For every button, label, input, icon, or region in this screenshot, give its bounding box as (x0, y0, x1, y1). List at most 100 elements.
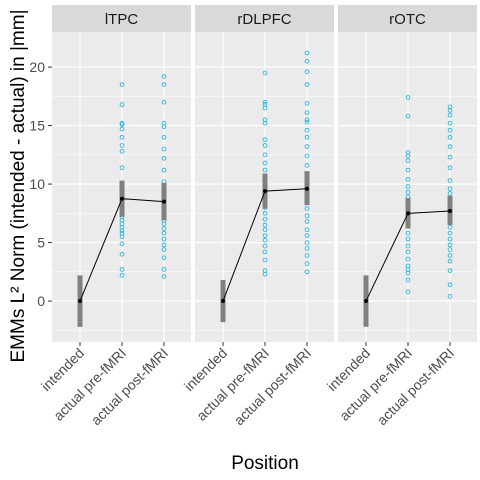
panels-layer: lTPC rDLPFC rOTC (52, 5, 477, 342)
mean-point (406, 211, 410, 216)
facet-strip-label: rOTC (389, 11, 426, 28)
facet-strip-label: rDLPFC (237, 11, 291, 28)
data-point (304, 240, 310, 245)
data-point (262, 99, 268, 105)
data-point (262, 268, 268, 273)
data-point (405, 236, 411, 242)
mean-point (263, 189, 267, 194)
data-point (304, 119, 310, 125)
data-point (405, 230, 411, 236)
x-tick-label: actual pre-fMRI (50, 345, 129, 424)
x-tick-label: actual post-fMRI (88, 345, 171, 428)
data-point (405, 277, 411, 283)
facet-strip (338, 5, 477, 32)
x-axis-title: Position (231, 453, 299, 474)
mean-point (78, 299, 82, 304)
data-point (262, 152, 268, 158)
data-point (304, 233, 310, 238)
data-point (447, 282, 453, 288)
data-point (447, 178, 453, 183)
data-point (304, 206, 310, 211)
data-point (405, 256, 411, 262)
x-tick-label: actual pre-fMRI (193, 345, 272, 424)
mean-point (221, 299, 225, 304)
data-point (119, 134, 125, 140)
data-point (161, 155, 167, 161)
data-point (405, 184, 411, 189)
data-point (304, 134, 310, 140)
data-point (161, 226, 167, 231)
y-tick-label: 10 (29, 176, 45, 192)
data-point (119, 102, 125, 107)
mean-point (448, 208, 452, 213)
data-point (304, 110, 310, 116)
data-point (304, 144, 310, 149)
mean-point (162, 199, 166, 204)
data-point (119, 267, 125, 272)
data-point (262, 243, 268, 249)
data-point (262, 143, 268, 148)
data-point (304, 253, 310, 258)
data-point (447, 253, 453, 258)
data-point (262, 70, 268, 76)
data-point (304, 227, 310, 233)
data-point (405, 263, 411, 269)
data-point (447, 268, 453, 273)
data-point (262, 249, 268, 255)
data-point (119, 251, 125, 257)
data-point (262, 167, 268, 173)
data-point (405, 189, 411, 195)
data-point (447, 236, 453, 242)
data-point (447, 191, 453, 196)
data-point (262, 137, 268, 142)
data-point (304, 69, 310, 75)
data-point (119, 230, 125, 236)
data-point (447, 225, 453, 230)
data-point (447, 186, 453, 192)
data-point (262, 227, 268, 233)
data-point (405, 177, 411, 182)
facet-strip (195, 5, 334, 32)
data-point (405, 243, 411, 249)
mean-point (305, 186, 309, 191)
data-point (161, 274, 167, 279)
data-point (405, 158, 411, 164)
data-point (262, 257, 268, 263)
data-point (304, 261, 310, 266)
data-point (262, 210, 268, 216)
data-point (262, 160, 268, 166)
data-point (262, 222, 268, 228)
data-point (262, 117, 268, 123)
data-point (304, 213, 310, 219)
data-point (304, 246, 310, 251)
y-tick-label: 5 (37, 235, 45, 251)
data-point (304, 101, 310, 106)
data-point (119, 120, 125, 126)
data-point (447, 134, 453, 140)
data-point (447, 120, 453, 126)
data-point (161, 134, 167, 140)
y-tick-label: 20 (29, 59, 45, 75)
facet-panel-lTPC: lTPC (52, 5, 191, 342)
data-point (447, 154, 453, 160)
data-point (119, 165, 125, 171)
data-point (304, 117, 310, 123)
y-axis-title: EMMs L² Norm (intended - actual) in |mm| (8, 9, 29, 362)
data-point (161, 236, 167, 242)
data-point (262, 237, 268, 243)
data-point (405, 113, 411, 119)
data-point (304, 58, 310, 64)
data-point (304, 82, 310, 87)
data-point (161, 146, 167, 152)
data-point (161, 247, 167, 252)
data-point (262, 216, 268, 222)
data-point (447, 242, 453, 248)
data-point (119, 148, 125, 154)
x-tick-label: actual post-fMRI (374, 345, 457, 428)
data-point (447, 258, 453, 264)
data-point (447, 230, 453, 236)
mean-point (364, 299, 368, 304)
data-point (304, 163, 310, 168)
